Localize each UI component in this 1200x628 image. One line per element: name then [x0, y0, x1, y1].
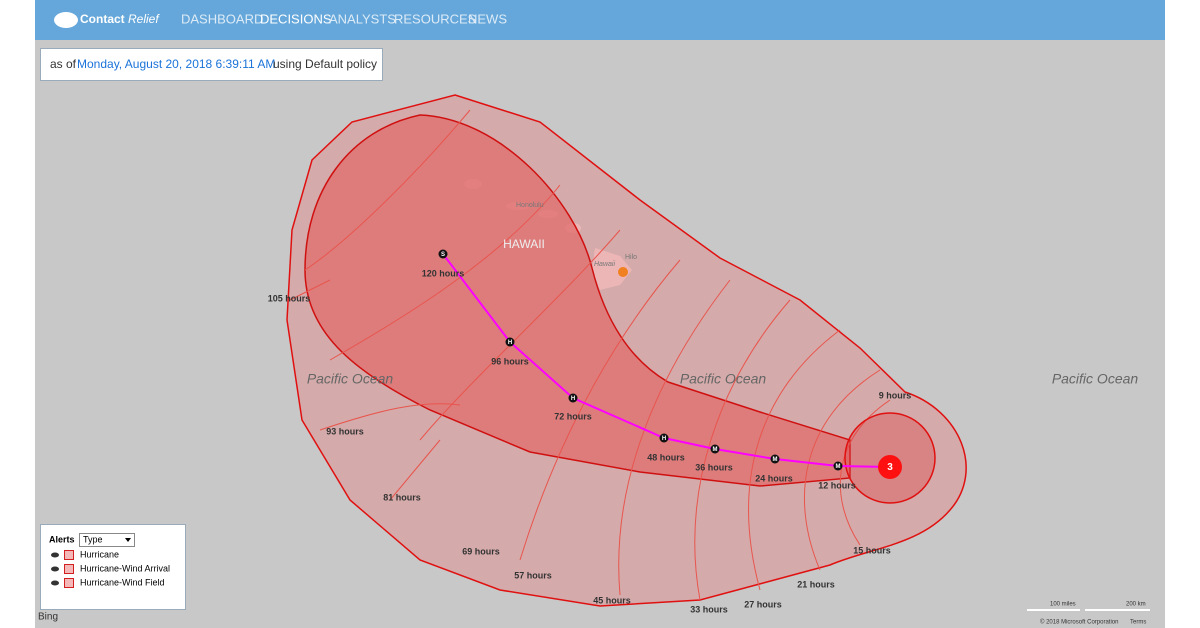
track-marker-label: M [836, 464, 841, 470]
logo-cloud [54, 12, 78, 28]
nav-bar [35, 0, 1165, 40]
track-marker-label: H [662, 436, 666, 442]
dropdown-arrow [125, 538, 131, 542]
legend-filter-value[interactable]: Type [83, 534, 103, 544]
visibility-toggle[interactable] [51, 580, 59, 586]
nav-item[interactable]: DASHBOARD [181, 11, 263, 26]
legend-swatch [64, 578, 74, 588]
scale-label: 200 km [1126, 602, 1146, 608]
brand[interactable]: Contact [80, 12, 125, 26]
hour-label: 12 hours [818, 480, 856, 490]
terms-link[interactable]: Terms [1130, 620, 1146, 626]
hour-label: 45 hours [593, 595, 631, 605]
place-label: Honolulu [516, 202, 544, 209]
status-box [40, 48, 383, 81]
scale-label: 100 miles [1050, 602, 1076, 608]
ocean-label: Pacific Ocean [680, 371, 767, 387]
status-prefix: as of [50, 57, 77, 71]
storm-track [442, 253, 891, 468]
brand-suffix[interactable]: Relief [128, 12, 160, 26]
place-label: Hawaii [594, 261, 615, 268]
wind-field-inner [304, 114, 851, 487]
legend-swatch [64, 564, 74, 574]
hour-label: 105 hours [268, 293, 311, 303]
track-marker [568, 393, 578, 403]
legend-filter[interactable] [79, 533, 135, 547]
map-provider: Bing [38, 612, 58, 623]
hour-label: 69 hours [462, 546, 500, 556]
ocean-label: Pacific Ocean [307, 371, 394, 387]
hour-label: 81 hours [383, 492, 421, 502]
hour-label: 33 hours [690, 604, 728, 614]
visibility-toggle[interactable] [51, 552, 59, 558]
hour-label: 36 hours [695, 462, 733, 472]
legend-title: Alerts [49, 534, 75, 544]
legend-item: Hurricane-Wind Field [80, 577, 165, 587]
track-marker [438, 249, 448, 259]
hour-label: 27 hours [744, 599, 782, 609]
hour-label: 93 hours [326, 426, 364, 436]
track-marker [505, 337, 515, 347]
track-marker [833, 461, 843, 471]
hour-label: 9 hours [879, 390, 912, 400]
hour-label: 48 hours [647, 452, 685, 462]
track-marker-label: H [508, 340, 512, 346]
ocean-label: Pacific Ocean [1052, 371, 1139, 387]
place-label: HAWAII [503, 237, 545, 251]
track-marker-label: 3 [887, 462, 893, 473]
track-marker [878, 455, 902, 479]
hour-label: 72 hours [554, 411, 592, 421]
place-label: Hilo [625, 254, 637, 261]
track-marker [659, 433, 669, 443]
hour-label: 57 hours [514, 570, 552, 580]
nav-item[interactable]: NEWS [468, 11, 507, 26]
copyright: © 2018 Microsoft Corporation [1040, 619, 1118, 626]
hour-label: 96 hours [491, 356, 529, 366]
nav-item[interactable]: DECISIONS [260, 11, 332, 26]
status-timestamp[interactable]: Monday, August 20, 2018 6:39:11 AM [77, 57, 275, 71]
visibility-toggle[interactable] [51, 566, 59, 572]
track-marker-label: M [773, 457, 778, 463]
legend-item: Hurricane [80, 549, 119, 559]
track-marker-label: H [571, 396, 575, 402]
hour-label: 120 hours [422, 268, 465, 278]
track-marker [770, 454, 780, 464]
track-marker [710, 444, 720, 454]
hour-label: 15 hours [853, 545, 891, 555]
track-marker-label: M [713, 447, 718, 453]
nav-item[interactable]: RESOURCES [394, 11, 477, 26]
legend-swatch [64, 550, 74, 560]
track-marker-label: S [441, 252, 445, 258]
hour-label: 21 hours [797, 579, 835, 589]
alert-marker [618, 267, 628, 277]
hour-label: 24 hours [755, 473, 793, 483]
status-suffix: using Default policy [273, 57, 377, 71]
legend-item: Hurricane-Wind Arrival [80, 563, 170, 573]
nav-item[interactable]: ANALYSTS [329, 11, 396, 26]
